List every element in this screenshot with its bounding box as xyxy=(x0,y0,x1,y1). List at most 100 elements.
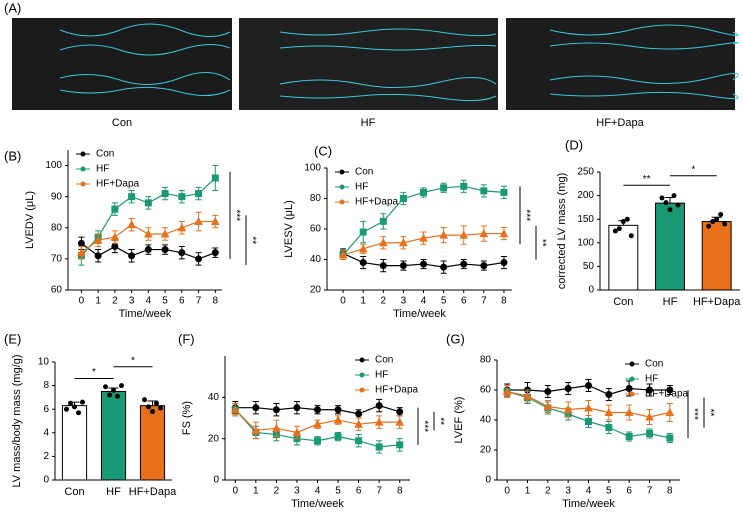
marker xyxy=(440,263,448,271)
marker xyxy=(625,433,633,440)
marker xyxy=(292,427,302,436)
significance-label: ** xyxy=(434,417,445,425)
data-point xyxy=(111,387,116,393)
data-point xyxy=(103,384,108,390)
marker xyxy=(396,408,404,416)
data-point xyxy=(718,211,724,217)
x-tick-label: 3 xyxy=(294,486,300,497)
significance-label: ** xyxy=(704,409,715,417)
marker xyxy=(314,437,321,445)
y-tick-label: 20 xyxy=(480,445,492,456)
y-axis-label: LVEDV (μL) xyxy=(24,191,36,249)
x-axis-label: Time/week xyxy=(291,498,344,510)
echo-image xyxy=(239,18,498,110)
marker xyxy=(160,229,170,238)
marker xyxy=(439,230,448,239)
x-tick-label: 0 xyxy=(232,486,238,497)
echo-images xyxy=(12,18,739,110)
marker xyxy=(354,419,363,428)
y-tick-label: 150 xyxy=(577,214,594,225)
data-point xyxy=(659,195,665,201)
x-tick-label: 2 xyxy=(381,296,387,307)
bar xyxy=(608,224,639,291)
x-tick-label: 2 xyxy=(545,486,551,497)
y-tick-label: 40 xyxy=(480,415,492,426)
legend-marker xyxy=(359,357,365,363)
y-tick-label: 20 xyxy=(310,285,322,296)
y-tick-label: 200 xyxy=(577,190,594,201)
legend-label: HF xyxy=(355,182,368,193)
marker xyxy=(645,412,654,421)
x-tick-label: Con xyxy=(64,486,84,498)
data-point xyxy=(612,228,618,234)
marker xyxy=(665,407,675,416)
marker xyxy=(374,417,384,426)
x-tick-label: 3 xyxy=(401,296,407,307)
y-tick-label: 8 xyxy=(43,380,49,391)
legend-marker xyxy=(629,361,635,367)
y-tick-label: 10 xyxy=(38,357,50,368)
y-tick-label: 0 xyxy=(43,475,49,486)
significance-label: * xyxy=(691,164,695,175)
trace xyxy=(279,28,497,102)
data-point xyxy=(624,216,630,222)
x-tick-label: 8 xyxy=(667,486,673,497)
data-point xyxy=(119,383,124,389)
marker xyxy=(77,248,86,257)
marker xyxy=(195,255,203,263)
x-tick-label: 1 xyxy=(525,486,531,497)
marker xyxy=(379,262,387,270)
y-tick-label: 0 xyxy=(213,475,219,486)
y-tick-label: 100 xyxy=(45,160,62,171)
marker xyxy=(500,259,508,267)
marker xyxy=(646,386,653,394)
y-tick-label: 4 xyxy=(43,427,49,438)
legend-label: Con xyxy=(645,359,663,370)
x-axis-label: Time/week xyxy=(393,308,446,320)
x-tick-label: HF+Dapa xyxy=(129,486,177,498)
marker xyxy=(399,262,407,270)
legend-label: HF+Dapa xyxy=(96,179,140,190)
data-point xyxy=(706,223,712,229)
trace xyxy=(549,24,739,100)
marker xyxy=(396,441,404,449)
x-tick-label: 7 xyxy=(376,486,382,497)
marker xyxy=(251,425,261,434)
legend-label: HF+Dapa xyxy=(645,389,689,400)
marker xyxy=(459,230,469,239)
x-tick-label: 6 xyxy=(626,486,632,497)
significance-label: *** xyxy=(418,420,429,432)
x-tick-label: 8 xyxy=(213,296,219,307)
legend-marker xyxy=(80,151,86,157)
data-point xyxy=(620,219,626,225)
y-tick-label: 40 xyxy=(310,254,322,265)
x-tick-label: 5 xyxy=(441,296,447,307)
bar xyxy=(701,221,732,291)
x-tick-label: 7 xyxy=(647,486,653,497)
data-point xyxy=(72,404,77,410)
legend-marker xyxy=(359,372,365,378)
data-point xyxy=(80,399,85,405)
marker xyxy=(460,260,468,268)
marker xyxy=(161,246,169,254)
marker xyxy=(334,406,342,414)
significance-label: *** xyxy=(688,408,699,420)
significance-label: ** xyxy=(246,236,257,244)
y-tick-label: 60 xyxy=(51,285,63,296)
panel-label: (C) xyxy=(314,143,332,158)
marker xyxy=(460,182,468,190)
legend-marker xyxy=(629,376,635,382)
marker xyxy=(211,249,219,257)
x-tick-label: 0 xyxy=(340,296,346,307)
legend-label: HF xyxy=(96,164,109,175)
marker xyxy=(110,232,120,241)
data-point xyxy=(64,406,69,412)
y-tick-label: 80 xyxy=(310,193,322,204)
marker xyxy=(479,229,489,238)
legend-label: Con xyxy=(96,149,114,160)
marker xyxy=(127,220,136,229)
data-point xyxy=(158,405,163,411)
marker xyxy=(293,404,301,412)
marker xyxy=(395,417,405,426)
marker xyxy=(338,250,348,259)
